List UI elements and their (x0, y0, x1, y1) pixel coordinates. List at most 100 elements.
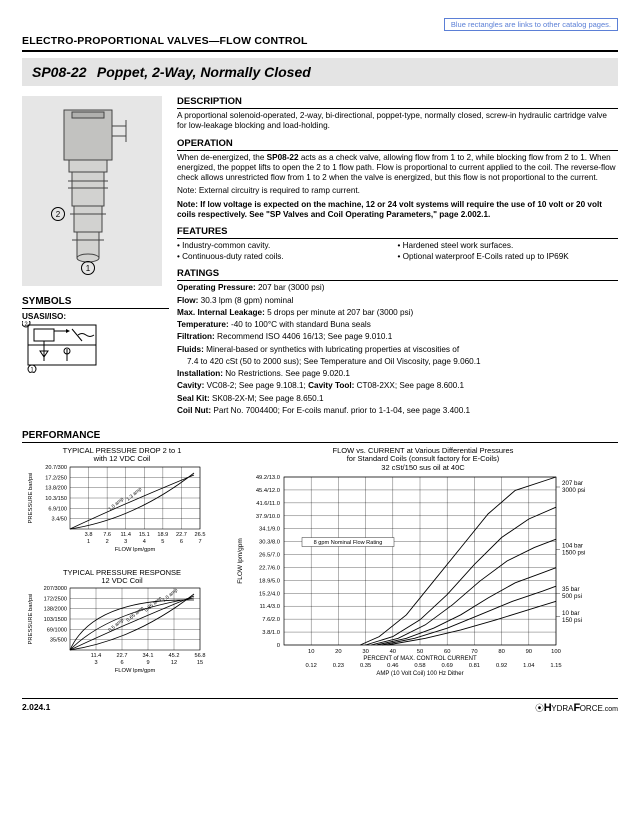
svg-text:40: 40 (390, 649, 396, 655)
svg-text:26.5/7.0: 26.5/7.0 (259, 552, 280, 558)
svg-text:3.8: 3.8 (85, 532, 93, 538)
svg-text:FLOW lpm/gpm: FLOW lpm/gpm (115, 668, 156, 674)
svg-text:60: 60 (444, 649, 450, 655)
svg-text:AMP (10 Volt Coil) 100 Hz Dith: AMP (10 Volt Coil) 100 Hz Dither (376, 671, 463, 677)
ratings-list: Operating Pressure: 207 bar (3000 psi) F… (177, 283, 618, 416)
svg-text:0.58: 0.58 (414, 663, 425, 669)
svg-text:0.92: 0.92 (496, 663, 507, 669)
svg-text:6.9/100: 6.9/100 (48, 506, 67, 512)
svg-text:207 bar: 207 bar (562, 480, 583, 487)
chart1-title: TYPICAL PRESSURE DROP 2 to 1with 12 VDC … (22, 447, 222, 464)
svg-text:6: 6 (180, 539, 183, 545)
svg-text:7: 7 (198, 539, 201, 545)
svg-text:50: 50 (417, 649, 423, 655)
top-catalog-link[interactable]: Blue rectangles are links to other catal… (22, 18, 618, 31)
svg-text:207/3000: 207/3000 (44, 586, 67, 592)
svg-text:17.2/250: 17.2/250 (45, 475, 67, 481)
valve-illustration: 2 1 (22, 96, 162, 286)
hydraforce-logo: ⦿HYDRAFORCE.com (535, 702, 618, 714)
svg-text:22.7/6.0: 22.7/6.0 (259, 565, 280, 571)
svg-text:2: 2 (106, 539, 109, 545)
svg-text:35 bar: 35 bar (562, 586, 580, 593)
svg-text:80: 80 (498, 649, 504, 655)
svg-text:104 bar: 104 bar (562, 542, 583, 549)
svg-text:1.0 amp: 1.0 amp (107, 496, 125, 512)
svg-text:34.1/9.0: 34.1/9.0 (259, 527, 280, 533)
model-number: SP08-22 (32, 64, 86, 80)
svg-text:0.81: 0.81 (469, 663, 480, 669)
pressure-drop-chart: 20.7/300 17.2/250 13.8/200 10.3/150 6.9/100 3… (22, 465, 222, 561)
svg-text:PRESSURE bar/psi: PRESSURE bar/psi (28, 594, 34, 645)
svg-text:10: 10 (308, 649, 314, 655)
chart2-title: TYPICAL PRESSURE RESPONSE12 VDC Coil (22, 569, 222, 586)
chart3-title: FLOW vs. CURRENT at Various Differential… (228, 447, 618, 472)
svg-text:FLOW lpm/gpm: FLOW lpm/gpm (115, 547, 156, 553)
svg-text:70: 70 (471, 649, 477, 655)
svg-text:103/1500: 103/1500 (44, 617, 67, 623)
svg-text:22.7: 22.7 (176, 532, 187, 538)
svg-text:0.69: 0.69 (442, 663, 453, 669)
page-footer: 2.024.1 ⦿HYDRAFORCE.com (22, 698, 618, 714)
svg-text:1.04: 1.04 (523, 663, 535, 669)
svg-text:30.3/8.0: 30.3/8.0 (259, 539, 280, 545)
operation-p3: Note: If low voltage is expected on the … (177, 200, 618, 221)
model-description: Poppet, 2-Way, Normally Closed (97, 64, 311, 80)
operation-p1: When de-energized, the SP08-22 acts as a… (177, 153, 618, 184)
svg-text:3.4/50: 3.4/50 (51, 516, 67, 522)
svg-text:500 psi: 500 psi (562, 593, 582, 600)
usasi-label: USASI/ISO: (22, 312, 169, 321)
description-heading: DESCRIPTION (177, 96, 618, 109)
svg-text:11.4: 11.4 (91, 653, 101, 659)
svg-text:20: 20 (335, 649, 341, 655)
svg-text:172/2500: 172/2500 (44, 596, 67, 602)
svg-text:22.7: 22.7 (117, 653, 128, 659)
svg-text:PERCENT of MAX. CONTROL CURREN: PERCENT of MAX. CONTROL CURRENT (363, 656, 477, 662)
svg-text:1.15: 1.15 (550, 663, 561, 669)
svg-text:4: 4 (143, 539, 146, 545)
svg-text:3.8/1.0: 3.8/1.0 (262, 630, 280, 636)
svg-text:0.46: 0.46 (387, 663, 398, 669)
svg-text:15.2/4.0: 15.2/4.0 (259, 591, 280, 597)
svg-text:18.9/5.0: 18.9/5.0 (259, 578, 280, 584)
operation-p2: Note: External circuitry is required to … (177, 186, 618, 196)
hydraulic-symbol: 1 2 (22, 321, 169, 375)
svg-text:2: 2 (56, 210, 61, 219)
svg-text:1: 1 (86, 264, 91, 273)
svg-text:7.6/2.0: 7.6/2.0 (262, 617, 280, 623)
svg-text:FLOW lpm/gpm: FLOW lpm/gpm (237, 538, 244, 584)
svg-text:1: 1 (87, 539, 90, 545)
svg-text:37.9/10.0: 37.9/10.0 (256, 514, 280, 520)
svg-text:45.4/12.0: 45.4/12.0 (256, 488, 280, 494)
ratings-heading: RATINGS (177, 268, 618, 281)
svg-text:90: 90 (526, 649, 532, 655)
svg-text:15: 15 (197, 660, 203, 666)
svg-text:0.23: 0.23 (333, 663, 344, 669)
svg-text:45.2: 45.2 (169, 653, 180, 659)
svg-text:35/500: 35/500 (50, 638, 67, 644)
svg-text:0: 0 (277, 643, 280, 649)
svg-text:PRESSURE bar/psi: PRESSURE bar/psi (28, 472, 34, 523)
svg-text:20.7/300: 20.7/300 (45, 465, 67, 471)
svg-text:12: 12 (171, 660, 177, 666)
features-heading: FEATURES (177, 226, 618, 239)
svg-text:26.5: 26.5 (195, 532, 206, 538)
section-header: ELECTRO-PROPORTIONAL VALVES—FLOW CONTROL (22, 35, 618, 47)
description-body: A proportional solenoid-operated, 2-way,… (177, 111, 618, 132)
svg-text:7.6: 7.6 (103, 532, 111, 538)
svg-text:3000 psi: 3000 psi (562, 487, 585, 494)
operation-heading: OPERATION (177, 138, 618, 151)
svg-text:100: 100 (551, 649, 561, 655)
performance-heading: PERFORMANCE (22, 430, 618, 443)
svg-text:0.12: 0.12 (306, 663, 317, 669)
svg-text:11.4: 11.4 (120, 532, 130, 538)
svg-text:49.2/13.0: 49.2/13.0 (256, 475, 280, 481)
svg-text:18.9: 18.9 (157, 532, 168, 538)
svg-text:10.3/150: 10.3/150 (45, 496, 67, 502)
svg-text:0.35: 0.35 (360, 663, 371, 669)
svg-text:41.6/11.0: 41.6/11.0 (256, 501, 280, 507)
svg-text:13.8/200: 13.8/200 (45, 485, 67, 491)
svg-text:5: 5 (161, 539, 164, 545)
svg-text:3: 3 (94, 660, 97, 666)
symbols-heading: SYMBOLS (22, 296, 169, 309)
svg-text:9: 9 (146, 660, 149, 666)
